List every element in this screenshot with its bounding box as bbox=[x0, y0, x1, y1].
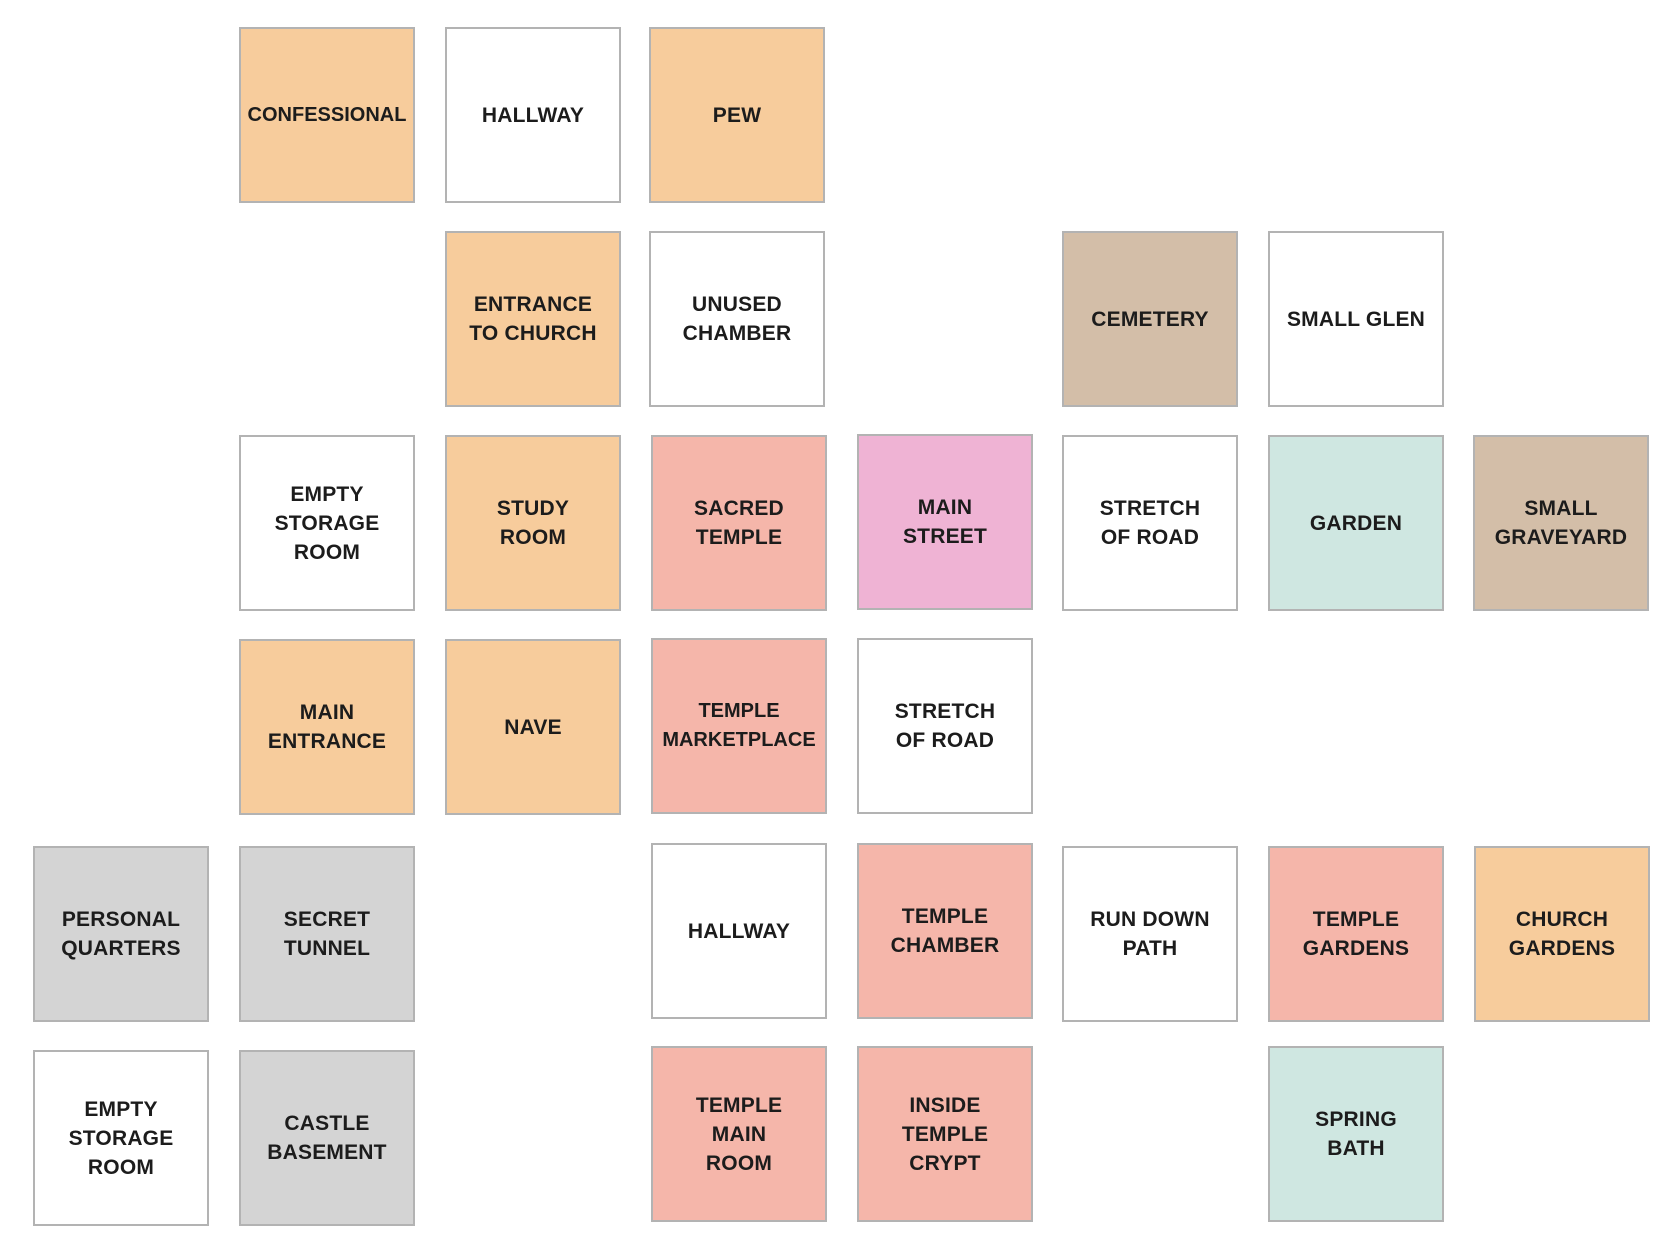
room-label: ENTRANCE TO CHURCH bbox=[469, 293, 597, 345]
room-pew: PEW bbox=[649, 27, 825, 203]
room-empty-storage-room-1: EMPTY STORAGE ROOM bbox=[239, 435, 415, 611]
room-empty-storage-room-2: EMPTY STORAGE ROOM bbox=[33, 1050, 209, 1226]
room-label: SPRING BATH bbox=[1315, 1108, 1397, 1160]
room-stretch-of-road-2: STRETCH OF ROAD bbox=[857, 638, 1033, 814]
room-personal-quarters: PERSONAL QUARTERS bbox=[33, 846, 209, 1022]
room-label: STUDY ROOM bbox=[496, 497, 570, 549]
room-label: TEMPLE MAIN ROOM bbox=[695, 1093, 783, 1175]
room-label: GARDEN bbox=[1309, 511, 1403, 535]
room-label: STRETCH OF ROAD bbox=[1099, 497, 1201, 549]
room-temple-marketplace: TEMPLE MARKETPLACE bbox=[651, 638, 827, 814]
room-castle-basement: CASTLE BASEMENT bbox=[239, 1050, 415, 1226]
room-label: SMALL GRAVEYARD bbox=[1494, 497, 1628, 549]
room-label: STRETCH OF ROAD bbox=[894, 700, 996, 752]
room-main-entrance: MAIN ENTRANCE bbox=[239, 639, 415, 815]
room-label: SECRET TUNNEL bbox=[283, 908, 371, 960]
room-hallway-temple: HALLWAY bbox=[651, 843, 827, 1019]
room-label: CHURCH GARDENS bbox=[1508, 908, 1616, 960]
room-garden: GARDEN bbox=[1268, 435, 1444, 611]
room-label: RUN DOWN PATH bbox=[1090, 908, 1210, 960]
room-church-gardens: CHURCH GARDENS bbox=[1474, 846, 1650, 1022]
room-label: MAIN STREET bbox=[902, 496, 988, 548]
room-stretch-of-road-1: STRETCH OF ROAD bbox=[1062, 435, 1238, 611]
room-label: PERSONAL QUARTERS bbox=[61, 908, 181, 960]
room-label: EMPTY STORAGE ROOM bbox=[274, 482, 380, 564]
room-run-down-path: RUN DOWN PATH bbox=[1062, 846, 1238, 1022]
room-label: HALLWAY bbox=[687, 919, 791, 943]
room-label: SACRED TEMPLE bbox=[694, 497, 784, 549]
room-label: HALLWAY bbox=[481, 103, 585, 127]
room-label: TEMPLE CHAMBER bbox=[890, 905, 1000, 957]
room-small-glen: SMALL GLEN bbox=[1268, 231, 1444, 407]
room-confessional: CONFESSIONAL bbox=[239, 27, 415, 203]
room-spring-bath: SPRING BATH bbox=[1268, 1046, 1444, 1222]
room-label: SMALL GLEN bbox=[1286, 307, 1426, 331]
room-temple-chamber: TEMPLE CHAMBER bbox=[857, 843, 1033, 1019]
room-main-street: MAIN STREET bbox=[857, 434, 1033, 610]
room-label: EMPTY STORAGE ROOM bbox=[68, 1097, 174, 1179]
room-sacred-temple: SACRED TEMPLE bbox=[651, 435, 827, 611]
room-label: INSIDE TEMPLE CRYPT bbox=[901, 1093, 989, 1175]
room-label: MAIN ENTRANCE bbox=[267, 701, 387, 753]
room-label: NAVE bbox=[504, 715, 562, 739]
room-nave: NAVE bbox=[445, 639, 621, 815]
room-label: CASTLE BASEMENT bbox=[267, 1112, 387, 1164]
room-label: CEMETERY bbox=[1091, 307, 1209, 331]
room-entrance-to-church: ENTRANCE TO CHURCH bbox=[445, 231, 621, 407]
room-temple-main-room: TEMPLE MAIN ROOM bbox=[651, 1046, 827, 1222]
room-label: TEMPLE MARKETPLACE bbox=[662, 700, 816, 751]
room-label: UNUSED CHAMBER bbox=[682, 293, 792, 345]
room-label: CONFESSIONAL bbox=[247, 103, 407, 126]
room-temple-gardens: TEMPLE GARDENS bbox=[1268, 846, 1444, 1022]
room-inside-temple-crypt: INSIDE TEMPLE CRYPT bbox=[857, 1046, 1033, 1222]
room-unused-chamber: UNUSED CHAMBER bbox=[649, 231, 825, 407]
room-study-room: STUDY ROOM bbox=[445, 435, 621, 611]
room-secret-tunnel: SECRET TUNNEL bbox=[239, 846, 415, 1022]
room-hallway-church: HALLWAY bbox=[445, 27, 621, 203]
room-label: TEMPLE GARDENS bbox=[1302, 908, 1410, 960]
room-small-graveyard: SMALL GRAVEYARD bbox=[1473, 435, 1649, 611]
room-cemetery: CEMETERY bbox=[1062, 231, 1238, 407]
room-label: PEW bbox=[712, 103, 762, 127]
